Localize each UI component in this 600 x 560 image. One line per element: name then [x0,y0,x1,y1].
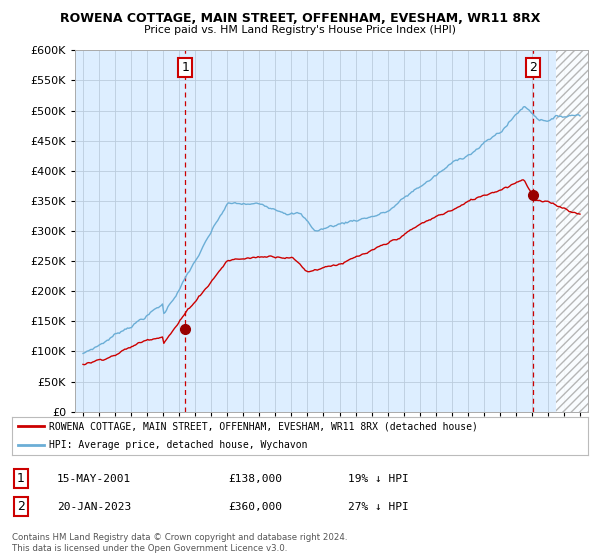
Text: 19% ↓ HPI: 19% ↓ HPI [348,474,409,484]
Text: 1: 1 [181,61,189,74]
Text: Contains HM Land Registry data © Crown copyright and database right 2024.
This d: Contains HM Land Registry data © Crown c… [12,533,347,553]
Text: HPI: Average price, detached house, Wychavon: HPI: Average price, detached house, Wych… [49,440,308,450]
Text: 20-JAN-2023: 20-JAN-2023 [57,502,131,512]
Text: 15-MAY-2001: 15-MAY-2001 [57,474,131,484]
Text: £360,000: £360,000 [228,502,282,512]
Text: 1: 1 [17,472,25,486]
Text: 27% ↓ HPI: 27% ↓ HPI [348,502,409,512]
Text: ROWENA COTTAGE, MAIN STREET, OFFENHAM, EVESHAM, WR11 8RX: ROWENA COTTAGE, MAIN STREET, OFFENHAM, E… [60,12,540,25]
Text: Price paid vs. HM Land Registry's House Price Index (HPI): Price paid vs. HM Land Registry's House … [144,25,456,35]
Bar [556,50,588,412]
Text: ROWENA COTTAGE, MAIN STREET, OFFENHAM, EVESHAM, WR11 8RX (detached house): ROWENA COTTAGE, MAIN STREET, OFFENHAM, E… [49,421,478,431]
Text: 2: 2 [17,500,25,514]
Text: 2: 2 [529,61,536,74]
Text: £138,000: £138,000 [228,474,282,484]
